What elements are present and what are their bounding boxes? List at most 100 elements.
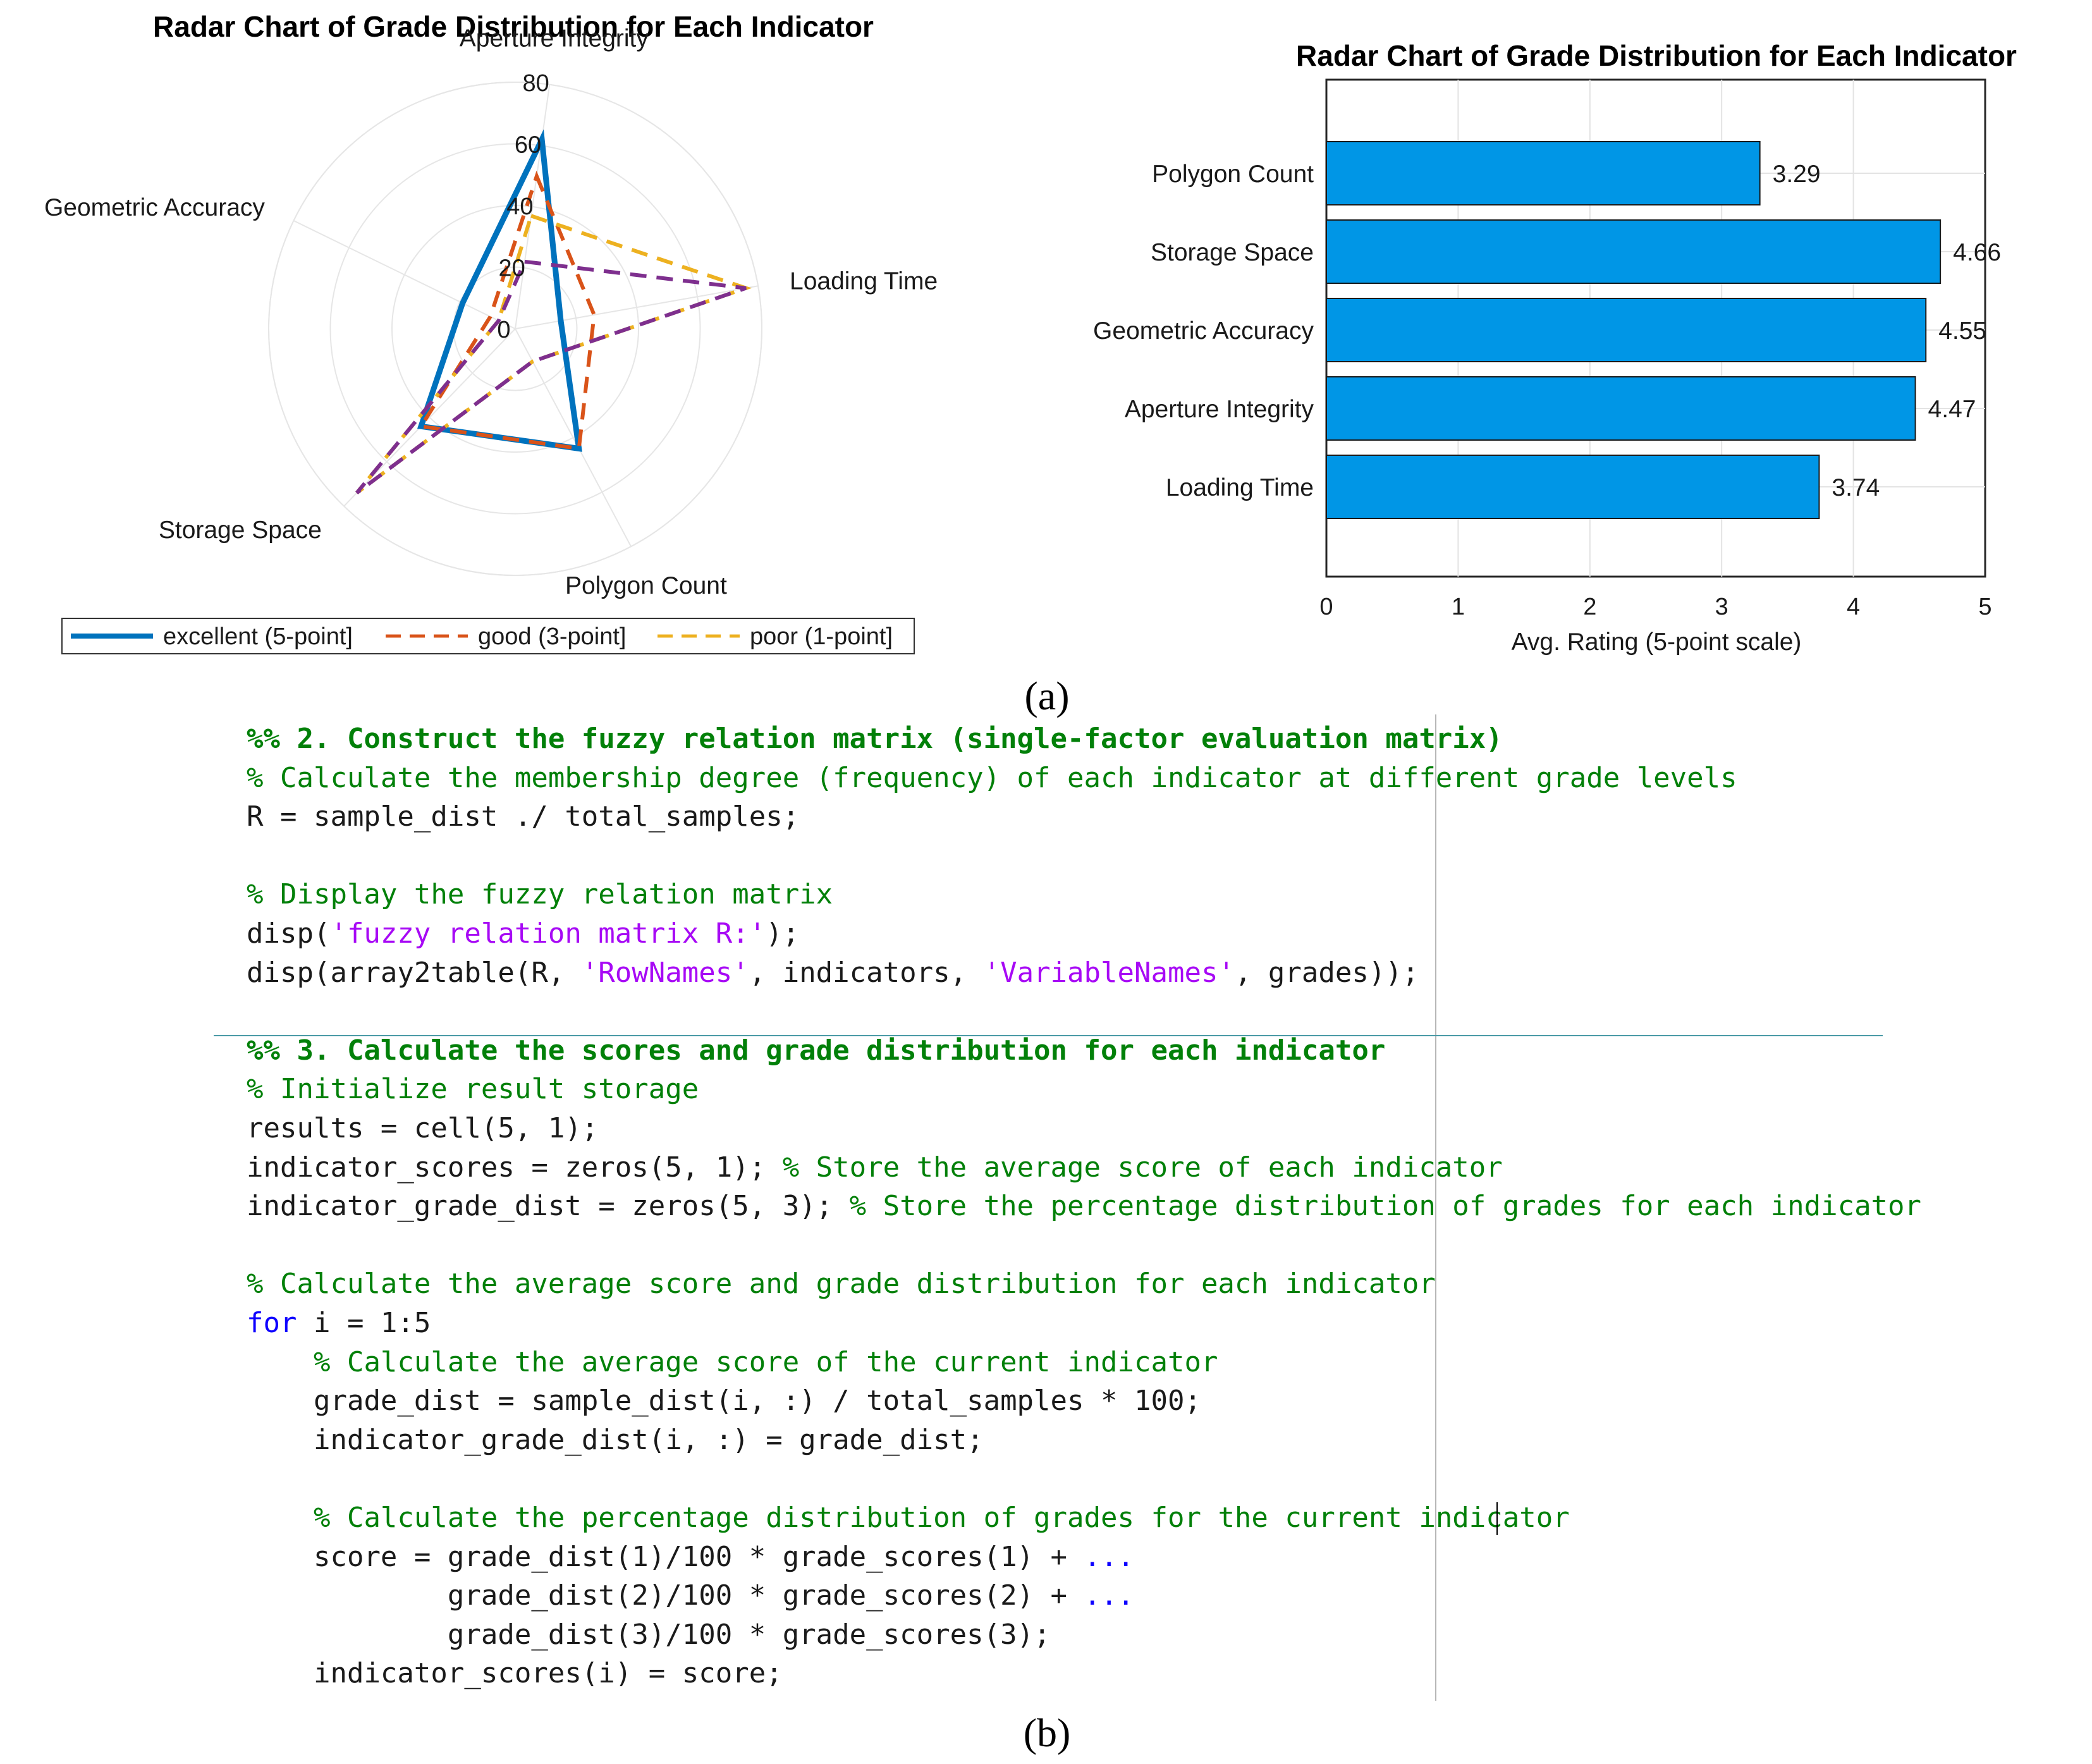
code-line[interactable]: disp(array2table(R, 'RowNames', indicato… (247, 955, 1419, 991)
radar-spoke (343, 328, 516, 507)
code-keyword: ... (1084, 1579, 1135, 1612)
radar-spoke (515, 285, 759, 329)
radar-series-group (355, 129, 752, 494)
bar-x-tick-label: 0 (1319, 594, 1333, 620)
radar-grid-ring (391, 205, 639, 453)
code-line[interactable]: grade_dist(3)/100 * grade_scores(3); (247, 1617, 1051, 1653)
radar-axis-label: Loading Time (790, 267, 938, 295)
code-text: grade_dist(2)/100 * grade_scores(2) + (447, 1579, 1084, 1612)
code-line[interactable]: % Calculate the average score and grade … (247, 1266, 1436, 1302)
code-line[interactable]: % Calculate the membership degree (frequ… (247, 760, 1737, 797)
code-line[interactable]: results = cell(5, 1); (247, 1110, 598, 1147)
bar-x-tick-label: 3 (1715, 594, 1728, 620)
code-line[interactable]: indicator_grade_dist = zeros(5, 3); % St… (247, 1188, 1921, 1225)
radar-grid-ring (268, 82, 762, 576)
code-comment: % Calculate the percentage distribution … (313, 1502, 1570, 1534)
code-comment: % Calculate the average score and grade … (247, 1268, 1436, 1301)
bar-x-tick-label: 1 (1452, 594, 1465, 620)
code-line[interactable]: grade_dist(2)/100 * grade_scores(2) + ..… (247, 1577, 1134, 1614)
matlab-code-editor: %% 2. Construct the fuzzy relation matri… (247, 721, 1921, 1707)
bar-title: Radar Chart of Grade Distribution for Ea… (1296, 39, 2017, 72)
code-comment: % Store the percentage distribution of g… (849, 1190, 1922, 1223)
radar-r-tick-label: 0 (497, 317, 510, 343)
bar-value-label: 4.66 (1953, 239, 2001, 266)
code-text: ); (766, 917, 800, 950)
code-line[interactable]: score = grade_dist(1)/100 * grade_scores… (247, 1539, 1134, 1576)
code-line[interactable]: %% 2. Construct the fuzzy relation matri… (247, 721, 1503, 757)
code-text: indicator_scores = zeros(5, 1); (247, 1151, 783, 1184)
code-comment: % Store the average score of each indica… (782, 1151, 1503, 1184)
code-comment: % Initialize result storage (247, 1073, 699, 1106)
code-text: grade_dist = sample_dist(i, :) / total_s… (313, 1385, 1201, 1418)
radar-r-tick-label: 20 (499, 255, 525, 282)
radar-legend-label: good (3-point] (478, 623, 627, 650)
bar (1326, 219, 1942, 284)
bar-x-tick-label: 2 (1583, 594, 1596, 620)
radar-chart: Radar Chart of Grade Distribution for Ea… (44, 10, 938, 654)
code-line[interactable]: indicator_scores(i) = score; (247, 1655, 783, 1692)
code-keyword: for (247, 1307, 297, 1339)
bar-value-label: 3.74 (1832, 474, 1880, 501)
bar (1326, 141, 1761, 205)
code-line[interactable]: indicator_scores = zeros(5, 1); % Store … (247, 1149, 1503, 1186)
code-comment: % Calculate the average score of the cur… (313, 1345, 1218, 1378)
bar-category-label: Polygon Count (1152, 161, 1314, 188)
bar-category-label: Aperture Integrity (1125, 396, 1314, 423)
code-line[interactable]: % Calculate the average score of the cur… (247, 1344, 1218, 1381)
code-comment: % Display the fuzzy relation matrix (247, 878, 833, 911)
radar-spoke (515, 84, 551, 329)
code-text: grade_dist(3)/100 * grade_scores(3); (447, 1618, 1051, 1651)
radar-r-ticks: 0 20 40 60 80 (497, 70, 549, 343)
bar-category-label: Storage Space (1151, 239, 1314, 266)
code-line[interactable]: % Display the fuzzy relation matrix (247, 876, 833, 913)
code-line[interactable]: %% 3. Calculate the scores and grade dis… (247, 1032, 1385, 1069)
code-line[interactable]: for i = 1:5 (247, 1305, 431, 1342)
code-string: 'RowNames' (581, 956, 749, 989)
code-text: disp(array2table(R, (247, 956, 582, 989)
code-text: i = 1:5 (297, 1307, 431, 1339)
code-string: 'VariableNames' (983, 956, 1235, 989)
bar-category-labels: Loading Time Aperture Integrity Geometric … (1093, 161, 1314, 501)
code-text: indicator_grade_dist = zeros(5, 3); (247, 1190, 850, 1223)
bar (1326, 298, 1927, 362)
panel-a-label: (a) (1024, 673, 1069, 718)
code-comment: % Calculate the membership degree (frequ… (247, 761, 1737, 794)
radar-legend-label: poor (1-point] (750, 623, 893, 650)
code-line[interactable]: R = sample_dist ./ total_samples; (247, 799, 799, 835)
code-text: indicator_scores(i) = score; (313, 1657, 783, 1690)
radar-series-4 (355, 259, 747, 494)
radar-series-1 (417, 129, 582, 452)
bar-category-label: Geometric Accuracy (1093, 317, 1314, 345)
radar-r-tick-label: 40 (506, 193, 533, 220)
bar-value-label: 3.29 (1773, 161, 1821, 188)
radar-axis-label: Geometric Accuracy (44, 194, 265, 221)
code-line[interactable]: disp('fuzzy relation matrix R:'); (247, 916, 799, 952)
radar-legend: excellent (5-point] good (3-point] poor (1… (61, 618, 915, 654)
radar-r-tick-label: 80 (523, 70, 549, 97)
code-text: R = sample_dist ./ total_samples; (247, 800, 800, 833)
bar-x-tick-label: 4 (1847, 594, 1860, 620)
radar-spoke (515, 328, 632, 547)
panel-b-label: (b) (1024, 1710, 1071, 1755)
code-text: score = grade_dist(1)/100 * grade_scores… (313, 1540, 1084, 1573)
code-line[interactable]: % Initialize result storage (247, 1071, 699, 1108)
radar-axis-label: Polygon Count (565, 572, 727, 599)
bar (1326, 455, 1820, 519)
radar-axis-label: Aperture Integrity (460, 25, 649, 52)
code-text: disp( (247, 917, 331, 950)
bar (1326, 376, 1916, 441)
code-line[interactable]: % Calculate the percentage distribution … (247, 1500, 1570, 1536)
radar-series-2 (417, 170, 596, 451)
radar-legend-label: excellent (5-point] (163, 623, 353, 650)
code-line[interactable]: indicator_grade_dist(i, :) = grade_dist; (247, 1422, 984, 1459)
bar-chart: Radar Chart of Grade Distribution for Ea… (1093, 39, 2017, 656)
bar-value-label: 4.47 (1928, 396, 1976, 423)
code-string: 'fuzzy relation matrix R:' (330, 917, 766, 950)
bar-bars-group: 3.74 4.47 4.55 4.66 3.29 (1326, 141, 2001, 519)
radar-axis-label: Storage Space (159, 517, 322, 544)
code-comment: %% 2. Construct the fuzzy relation matri… (247, 723, 1503, 755)
bar-x-axis-label: Avg. Rating (5-point scale) (1512, 628, 1802, 656)
radar-r-tick-label: 60 (515, 132, 541, 159)
radar-axis-labels: Aperture Integrity Loading Time Polygon Co… (44, 25, 938, 600)
code-line[interactable]: grade_dist = sample_dist(i, :) / total_s… (247, 1383, 1201, 1419)
